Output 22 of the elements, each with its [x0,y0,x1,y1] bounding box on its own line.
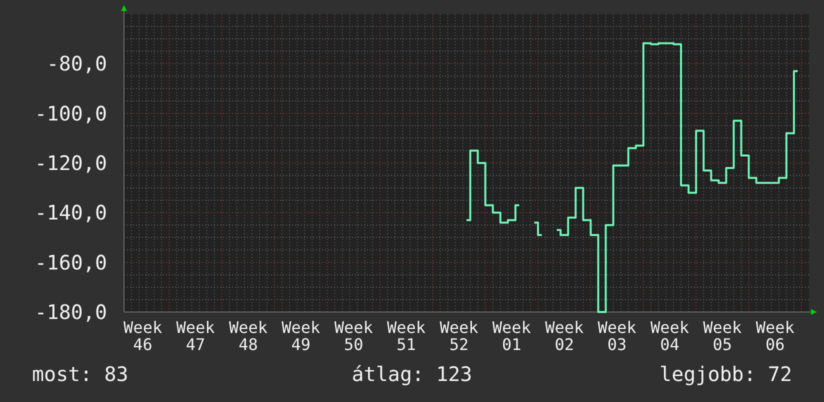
y-tick-label: -80,0 [46,52,107,76]
y-tick-label: -120,0 [34,151,107,175]
x-tick-label: Week 49 [282,318,321,354]
y-tick-label: -180,0 [34,300,107,324]
x-tick-label: Week 51 [387,318,426,354]
x-tick-label: Week 06 [756,318,795,354]
y-tick-label: -140,0 [34,200,107,225]
x-tick-label: Week 47 [176,318,216,354]
text: átlag: 123 [352,362,472,386]
x-tick-label: Week 05 [703,318,742,354]
x-tick-label: Week 03 [598,318,637,354]
x-tick-label: Week 46 [124,318,162,354]
y-tick-label: -100,0 [34,101,107,126]
x-tick-label: Week 52 [440,318,479,354]
y-tick-label: -160,0 [34,250,107,274]
x-tick-label: Week 01 [492,318,532,354]
x-tick-label: Week 48 [228,318,268,354]
text: most: 83 [32,362,128,386]
text: legjobb: 72 [660,362,792,386]
x-tick-label: Week 50 [334,318,374,354]
x-tick-label: Week 02 [545,318,584,354]
x-tick-label: Week 04 [650,318,690,354]
